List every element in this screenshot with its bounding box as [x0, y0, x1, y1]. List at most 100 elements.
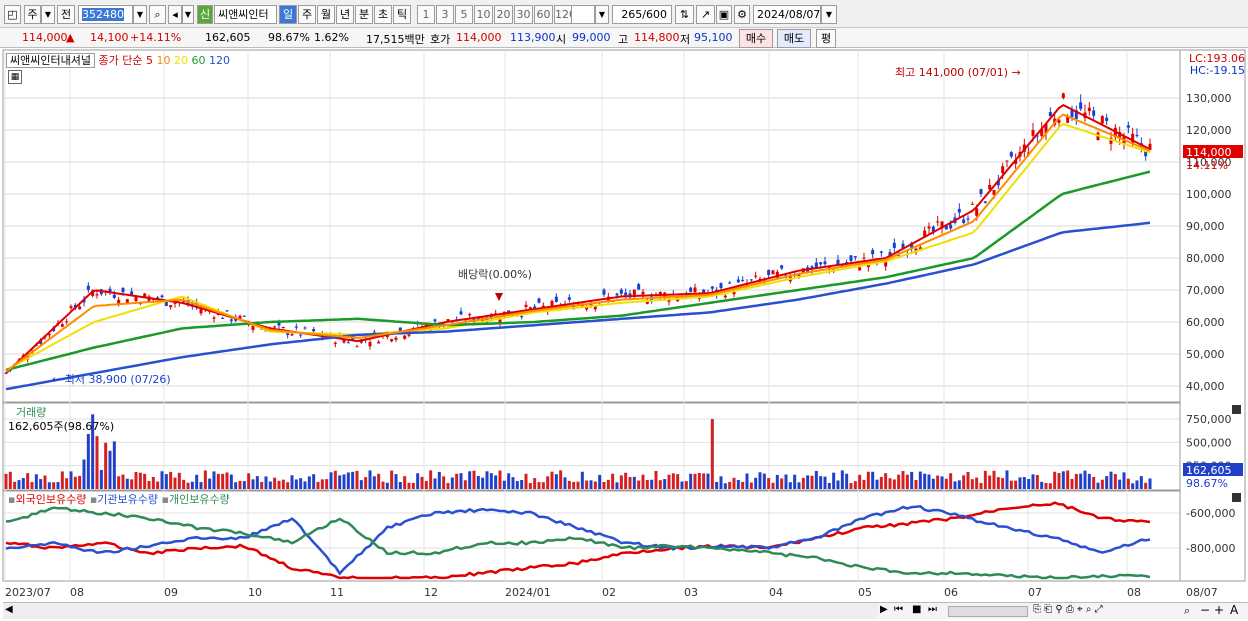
price-tick: 90,000 [1186, 220, 1225, 233]
code-dropdown-icon[interactable]: ▼ [133, 5, 147, 24]
candle-body [1009, 152, 1013, 157]
volume-bar [21, 478, 25, 489]
rewind-icon[interactable]: ⏮ [894, 604, 903, 615]
interval-3[interactable]: 3 [436, 5, 454, 24]
candle-body [1092, 110, 1096, 116]
interval-10[interactable]: 10 [474, 5, 493, 24]
blank-select[interactable] [571, 5, 595, 24]
sell-button[interactable]: 매도 [777, 29, 811, 48]
volume-bar [697, 472, 701, 489]
timeframe-5[interactable]: 초 [374, 5, 392, 24]
candle-body [823, 261, 827, 265]
timeframe-2[interactable]: 월 [317, 5, 335, 24]
volume-bar [355, 470, 359, 489]
sell-label: 매도 [783, 32, 805, 45]
gear-icon[interactable]: ⚙ [734, 5, 750, 24]
candle-body [1031, 130, 1035, 136]
volume-bar [424, 480, 428, 489]
tools-icon[interactable]: ⎘ ⎗ ⚲ ⎙ ⌖ ⌕ ⤢ [1033, 604, 1103, 615]
volume-bar [86, 433, 90, 489]
volume-bar [1079, 473, 1083, 489]
code-input[interactable]: 352480 [78, 5, 133, 24]
window-icon[interactable]: ◰ [4, 5, 21, 24]
volume-bar [563, 477, 567, 489]
chart-area[interactable]: 130,000 120,000 110,000 100,000 90,000 80,000… [0, 48, 1248, 621]
holder-bullet-icon: ▪ [89, 493, 98, 506]
plus-icon[interactable]: + [1214, 603, 1225, 617]
candle-body [840, 265, 844, 267]
scroll-left-icon[interactable]: ◀ [5, 604, 13, 615]
interval-5[interactable]: 5 [455, 5, 473, 24]
candle-body [1040, 128, 1044, 136]
x-label: 02 [602, 586, 616, 599]
stop-icon[interactable]: ■ [912, 604, 922, 615]
zoom-out-icon[interactable]: − [1200, 603, 1211, 617]
calendar-dropdown-icon[interactable]: ▼ [821, 5, 837, 24]
volume-bar [810, 475, 814, 489]
candle-body [970, 203, 974, 205]
interval-1[interactable]: 1 [417, 5, 435, 24]
volume-bar [437, 471, 441, 489]
volume-bar [164, 474, 168, 489]
timeframe-6[interactable]: 틱 [393, 5, 411, 24]
volume-bar [641, 474, 645, 489]
interval-60[interactable]: 60 [534, 5, 553, 24]
draw-icon[interactable]: ↗ [696, 5, 715, 24]
volume-bar [73, 476, 77, 489]
blank-dropdown-icon[interactable]: ▼ [595, 5, 609, 24]
horizontal-scrollbar[interactable]: ◀ [3, 602, 878, 619]
zoom-slider[interactable] [948, 606, 1028, 617]
volume-bar [43, 475, 47, 489]
candle-body [754, 275, 758, 277]
count-field[interactable]: 265/600 [612, 5, 672, 24]
speaker-dropdown-icon[interactable]: ▼ [182, 5, 194, 24]
timeframe-0[interactable]: 일 [279, 5, 297, 24]
volume-bar [420, 476, 424, 489]
interval-30[interactable]: 30 [514, 5, 533, 24]
ma-line-2 [5, 170, 1151, 372]
timeframe-1[interactable]: 주 [298, 5, 316, 24]
eval-button[interactable]: 평 [816, 29, 836, 48]
interval-120[interactable]: 120 [554, 5, 576, 24]
volume-bar [225, 472, 229, 489]
volume-bar [884, 473, 888, 489]
speaker-icon[interactable]: ◂ [168, 5, 182, 24]
volume-bar [364, 477, 368, 489]
buy-button[interactable]: 매수 [739, 29, 773, 48]
date-field[interactable]: 2024/08/07 [753, 5, 821, 24]
chevron-down-icon[interactable]: ▼ [41, 5, 55, 24]
candle-body [728, 282, 732, 284]
search-icon[interactable]: ⌕ [149, 5, 166, 24]
volume-bar [949, 473, 953, 489]
indicator-icon[interactable]: ⇅ [675, 5, 694, 24]
ma-label: 종가 단순 [98, 54, 143, 67]
grid-toggle-icon[interactable]: ▦ [8, 70, 22, 84]
scroll-right-icon[interactable]: ▶ [880, 604, 888, 615]
save-icon[interactable]: ▣ [716, 5, 732, 24]
candle-body [884, 260, 888, 267]
holder-close-icon[interactable] [1232, 493, 1241, 502]
font-size-icon[interactable]: A [1230, 603, 1239, 617]
x-label: 03 [684, 586, 698, 599]
volume-bar [338, 475, 342, 489]
candle-body [632, 289, 636, 296]
zoom-in-icon[interactable]: ⌕ [1184, 604, 1191, 617]
candle-body [1079, 102, 1083, 109]
price-change: 14,100 [90, 31, 129, 44]
interval-20[interactable]: 20 [494, 5, 513, 24]
candle-body [749, 279, 753, 281]
candle-body [693, 287, 697, 293]
candle-body [1061, 93, 1065, 98]
volume-close-icon[interactable] [1232, 405, 1241, 414]
volume-bar [255, 476, 259, 489]
x-label: 08 [1127, 586, 1141, 599]
stock-name-field[interactable]: 씨앤씨인터 [214, 5, 277, 24]
forward-icon[interactable]: ⏭ [928, 604, 937, 615]
period-select[interactable]: 주 [24, 5, 41, 24]
timeframe-4[interactable]: 분 [355, 5, 373, 24]
stock-chart-svg[interactable]: 130,000 120,000 110,000 100,000 90,000 80,000… [0, 48, 1248, 621]
prev-button[interactable]: 전 [57, 5, 75, 24]
candle-body [940, 221, 944, 229]
timeframe-3[interactable]: 년 [336, 5, 354, 24]
candle-body [541, 305, 545, 308]
